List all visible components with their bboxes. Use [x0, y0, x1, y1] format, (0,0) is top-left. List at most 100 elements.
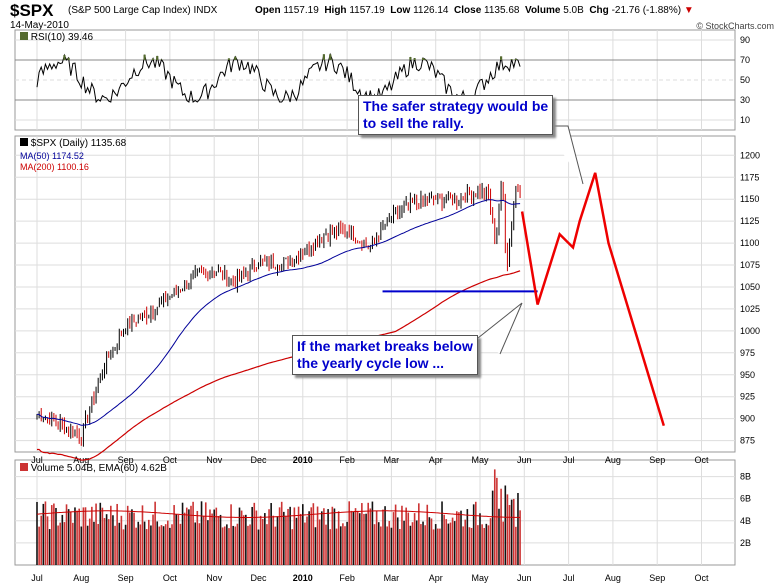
volume-bar: [213, 509, 215, 565]
x-tick-label-volume: Mar: [384, 573, 400, 583]
volume-bar: [181, 502, 184, 565]
volume-bar: [443, 514, 445, 565]
volume-bar: [171, 524, 173, 565]
volume-bar: [462, 526, 464, 565]
volume-bar: [489, 518, 492, 565]
volume-bar: [377, 522, 380, 565]
x-tick-label-price: Feb: [339, 455, 355, 465]
x-tick-label-volume: Oct: [163, 573, 178, 583]
volume-bar: [266, 524, 268, 565]
ma50-legend: MA(50) 1174.52: [20, 151, 84, 161]
volume-bar: [405, 507, 407, 565]
volume-bar: [504, 485, 507, 565]
volume-bar: [434, 524, 437, 565]
volume-bar: [48, 529, 51, 565]
price-y-tick-label: 875: [740, 436, 755, 446]
volume-bar: [103, 518, 106, 565]
volume-bar: [276, 516, 279, 565]
volume-bar: [483, 527, 486, 565]
chart-date: 14-May-2010: [10, 20, 69, 31]
rsi-y-tick-label: 50: [740, 75, 750, 85]
price-y-tick-label: 1175: [740, 172, 759, 182]
volume-bar: [236, 523, 239, 565]
x-tick-label-price: Apr: [429, 455, 443, 465]
volume-bar: [491, 490, 494, 565]
volume-bar: [63, 522, 66, 565]
volume-bar: [472, 504, 475, 565]
volume-bar: [38, 526, 40, 565]
volume-bar: [386, 526, 388, 565]
volume-bar: [506, 494, 509, 565]
volume-bar: [57, 525, 59, 565]
volume-bar: [474, 501, 477, 565]
close-label: Close: [454, 5, 482, 16]
volume-bar: [135, 527, 137, 565]
symbol-name: (S&P 500 Large Cap Index) INDX: [68, 5, 218, 16]
volume-bar: [510, 499, 513, 565]
x-tick-label-volume: Dec: [250, 573, 267, 583]
volume-bar: [200, 501, 203, 565]
x-tick-label-price: Jul: [563, 455, 575, 465]
volume-bar: [312, 503, 315, 565]
volume-bar: [392, 512, 395, 565]
volume-bar: [91, 506, 93, 565]
volume-bar: [339, 526, 342, 565]
volume-bar: [508, 505, 511, 565]
volume-bar: [105, 514, 108, 565]
volume-bar: [160, 525, 163, 565]
volume-bar: [411, 522, 414, 565]
volume-bar: [449, 522, 452, 565]
rsi-y-tick-label: 90: [740, 35, 750, 45]
volume-bar: [204, 502, 207, 565]
volume-bar: [479, 513, 481, 565]
rsi-y-tick-label: 70: [740, 55, 750, 65]
volume-bar: [219, 514, 222, 565]
volume-bar: [46, 516, 49, 565]
volume-bar: [107, 519, 110, 565]
volume-bar: [177, 514, 180, 565]
volume-bar: [133, 512, 135, 565]
volume-bar: [143, 521, 146, 565]
x-tick-label-volume: Oct: [694, 573, 709, 583]
volume-bar: [310, 507, 313, 565]
volume-bar: [384, 506, 386, 565]
breaks-callout-pointer: [477, 302, 523, 355]
volume-bar: [512, 498, 515, 565]
volume-bar: [354, 508, 357, 565]
volume-bar: [280, 501, 283, 565]
price-y-tick-label: 1075: [740, 260, 760, 270]
volume-bar: [164, 524, 167, 565]
price-y-tick-label: 975: [740, 348, 755, 358]
volume-bar: [124, 524, 127, 565]
volume-bar: [76, 510, 78, 565]
volume-bar: [234, 526, 237, 565]
volume-bar: [67, 509, 70, 565]
volume-bar: [141, 505, 144, 565]
rsi-legend-swatch: [20, 32, 28, 40]
volume-bar: [466, 509, 469, 565]
volume-bar: [257, 529, 260, 565]
projection-line: [520, 172, 665, 427]
volume-bar: [78, 508, 80, 565]
price-y-tick-label: 1200: [740, 150, 760, 160]
volume-bar: [209, 509, 211, 565]
price-y-tick-label: 1025: [740, 304, 760, 314]
volume-bar: [221, 527, 224, 565]
volume-bar: [422, 521, 424, 565]
breaks-line-2: the yearly cycle low ...: [297, 355, 445, 371]
volume-bar: [293, 507, 296, 565]
x-tick-label-price: Oct: [163, 455, 178, 465]
volume-bar: [242, 515, 245, 565]
x-tick-label-volume: Aug: [605, 573, 621, 583]
x-tick-label-price: Dec: [250, 455, 267, 465]
volume-bar: [122, 529, 125, 565]
volume-bar: [464, 519, 467, 565]
x-tick-label-price: Nov: [206, 455, 223, 465]
volume-bar: [40, 515, 43, 565]
volume-bar: [255, 510, 258, 565]
open-value: 1157.19: [283, 5, 319, 16]
volume-bar: [55, 507, 57, 565]
volume-bar: [169, 527, 171, 565]
volume-bar: [99, 502, 102, 565]
